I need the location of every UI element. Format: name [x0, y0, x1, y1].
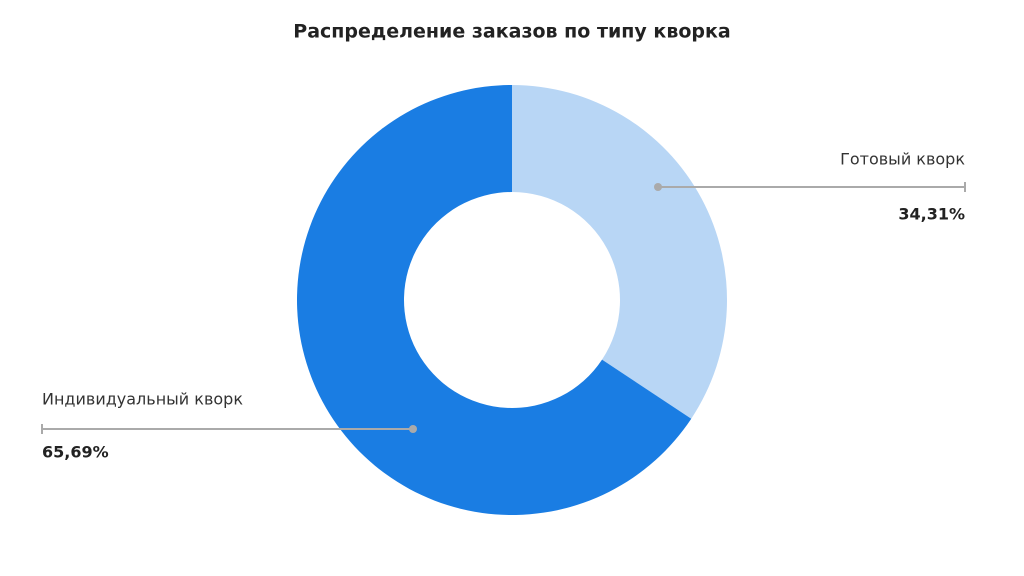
chart-title: Распределение заказов по типу кворка [293, 21, 730, 43]
donut-segment [297, 85, 692, 515]
leader-dot [409, 425, 417, 433]
value-label: 34,31% [898, 205, 965, 224]
value-label: 65,69% [42, 443, 109, 462]
category-label: Готовый кворк [840, 150, 965, 169]
leader-dot [654, 183, 662, 191]
category-label: Индивидуальный кворк [42, 390, 243, 409]
donut-segment [512, 85, 727, 419]
